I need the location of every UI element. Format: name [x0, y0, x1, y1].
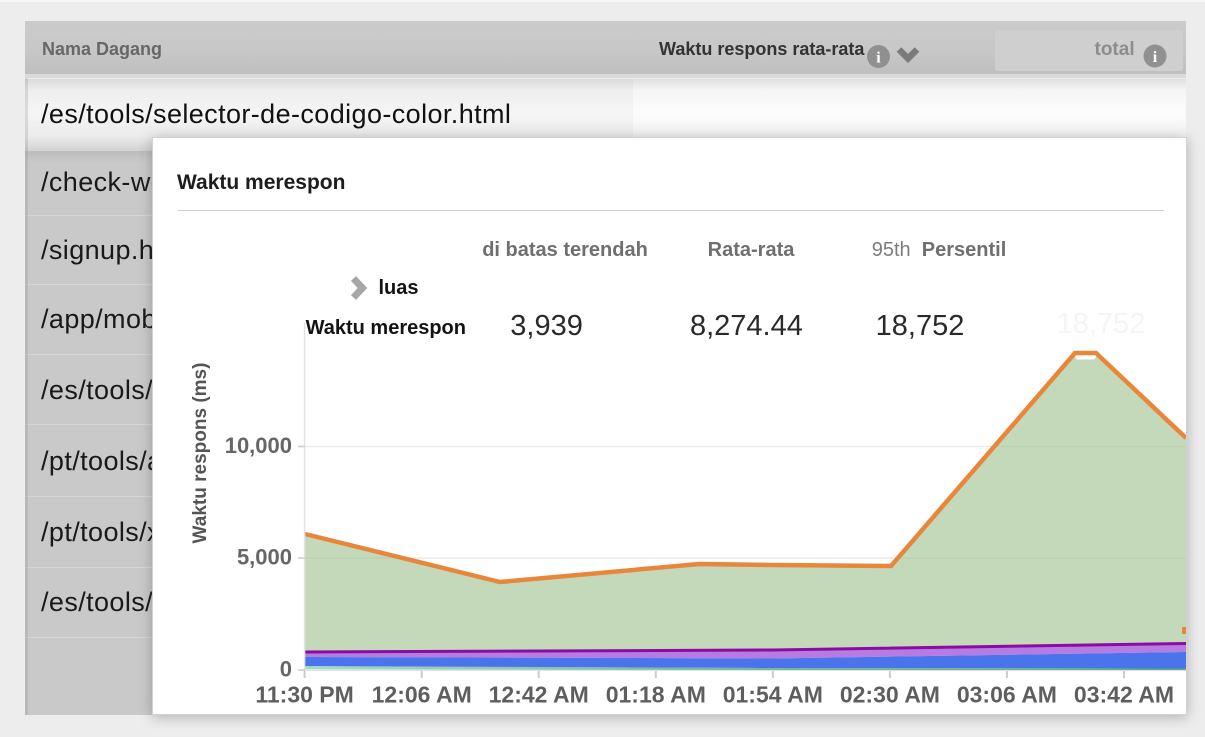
- svg-text:10,000: 10,000: [225, 433, 292, 458]
- svg-text:i: i: [876, 49, 881, 66]
- svg-text:03:42 AM: 03:42 AM: [1074, 682, 1174, 708]
- svg-text:12:06 AM: 12:06 AM: [372, 682, 472, 708]
- svg-text:5,000: 5,000: [237, 545, 292, 570]
- svg-text:01:18 AM: 01:18 AM: [606, 682, 706, 708]
- svg-text:i: i: [1153, 49, 1158, 66]
- svg-text:0: 0: [280, 657, 292, 682]
- svg-text:01:54 AM: 01:54 AM: [723, 682, 823, 708]
- svg-text:12:42 AM: 12:42 AM: [489, 682, 589, 708]
- svg-text:Waktu respons (ms): Waktu respons (ms): [190, 363, 211, 544]
- svg-text:03:06 AM: 03:06 AM: [957, 682, 1057, 708]
- svg-text:11:30 PM: 11:30 PM: [255, 682, 353, 708]
- svg-text:02:30 AM: 02:30 AM: [840, 682, 940, 708]
